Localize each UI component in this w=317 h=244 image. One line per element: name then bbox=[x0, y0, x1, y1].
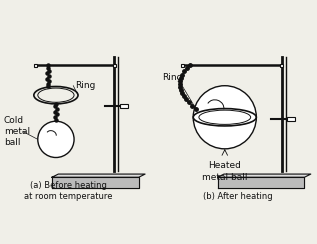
Polygon shape bbox=[218, 174, 311, 177]
Text: (a) Before heating
at room temperature: (a) Before heating at room temperature bbox=[24, 181, 113, 201]
Polygon shape bbox=[218, 177, 304, 188]
Text: (b) After heating: (b) After heating bbox=[203, 192, 272, 201]
Bar bbox=[120, 104, 128, 108]
Bar bbox=[287, 117, 295, 121]
Bar bbox=[113, 64, 116, 67]
Bar bbox=[34, 64, 37, 67]
Text: Heated
metal ball: Heated metal ball bbox=[202, 162, 248, 182]
Polygon shape bbox=[52, 174, 145, 177]
Text: Cold
metal
ball: Cold metal ball bbox=[4, 116, 30, 147]
Bar bbox=[181, 64, 184, 67]
Polygon shape bbox=[52, 177, 139, 188]
Bar bbox=[280, 64, 283, 67]
Ellipse shape bbox=[193, 86, 256, 149]
Text: Ring: Ring bbox=[75, 81, 95, 90]
Circle shape bbox=[38, 121, 74, 158]
Text: Ring: Ring bbox=[162, 73, 182, 82]
